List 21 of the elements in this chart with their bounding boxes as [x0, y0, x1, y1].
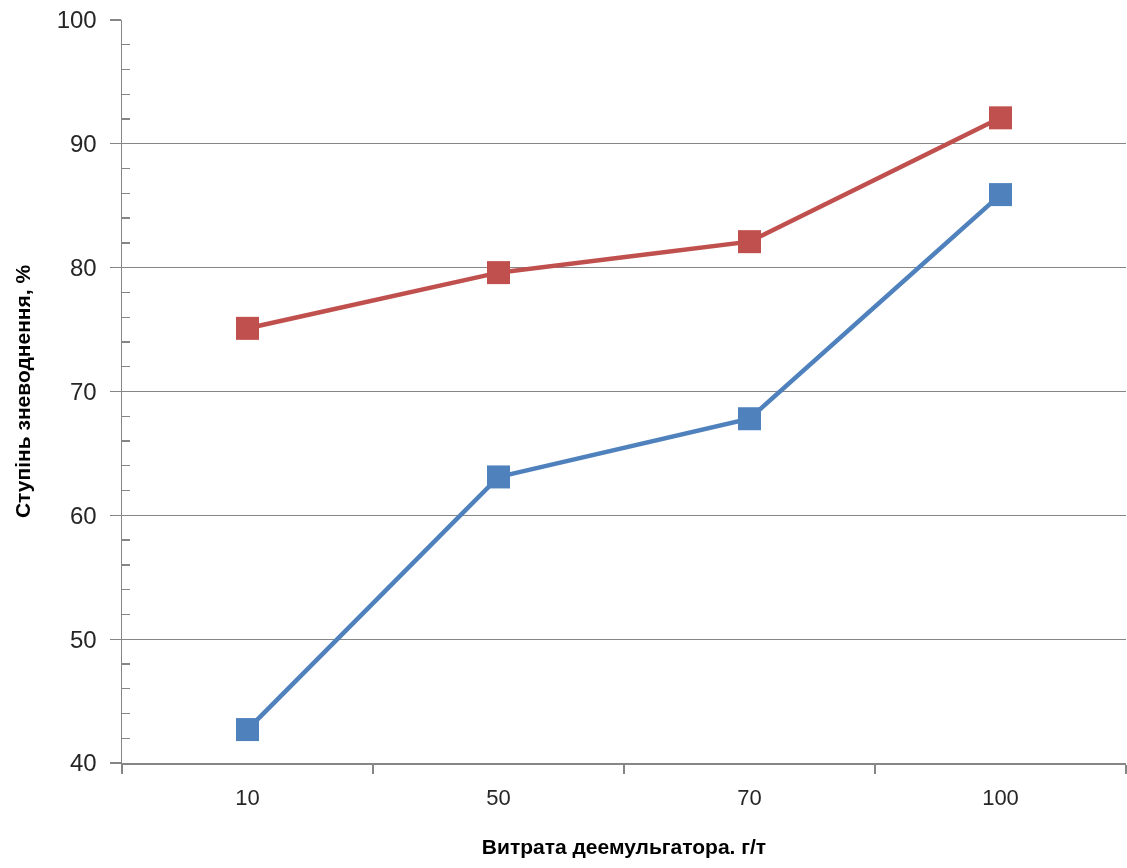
- y-axis-title: Ступінь зневоднення, %: [11, 264, 35, 519]
- point: [487, 261, 510, 285]
- y-tick-label: 100: [56, 6, 97, 34]
- y-tick-label: 40: [70, 749, 97, 777]
- x-tick-label: 50: [486, 784, 511, 810]
- x-tick-label: 70: [737, 784, 762, 810]
- y-tick-label: 60: [70, 501, 97, 529]
- point: [738, 407, 761, 431]
- x-tick-label: 10: [235, 784, 260, 810]
- y-tick-label: 90: [70, 130, 97, 158]
- point: [236, 316, 259, 340]
- y-tick-label: 70: [70, 377, 97, 405]
- x-tick-label: 100: [982, 784, 1019, 810]
- point: [989, 183, 1012, 207]
- x-axis-title: Витрата деемульгатора. г/т: [481, 834, 767, 858]
- y-tick-label: 50: [70, 625, 97, 653]
- point: [487, 465, 510, 489]
- point: [989, 106, 1012, 130]
- y-tick-label: 80: [70, 254, 97, 282]
- point: [236, 718, 259, 742]
- point: [738, 230, 761, 254]
